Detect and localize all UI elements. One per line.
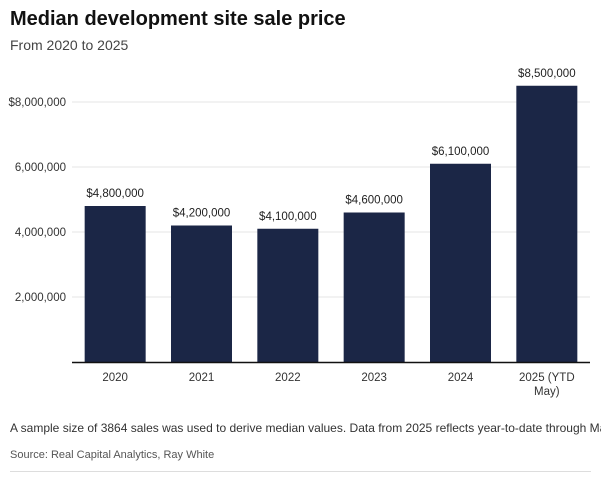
x-tick-label: 2023 <box>361 372 387 384</box>
bar <box>171 225 232 362</box>
bar-value-label: $4,600,000 <box>345 195 403 207</box>
bar <box>257 228 319 362</box>
bar-value-label: $8,500,000 <box>518 68 576 80</box>
x-tick-label: 2025 (YTD May) <box>519 372 575 398</box>
x-tick-label: 2020 <box>102 372 128 384</box>
bars <box>84 85 578 362</box>
bar <box>84 206 146 362</box>
x-tick-label: 2022 <box>275 372 301 384</box>
gridlines <box>72 101 590 298</box>
chart-title: Median development site sale price <box>10 8 346 30</box>
y-tick-label: 4,000,000 <box>15 227 66 239</box>
bar-value-label: $4,100,000 <box>259 211 317 223</box>
bar-value-label: $4,200,000 <box>173 208 231 220</box>
x-axis-ticks: 2020 2021 2022 2023 2024 2025 (YTD May) <box>102 372 574 398</box>
bar-chart: 2,000,000 4,000,000 6,000,000 $8,000,000 $4… <box>8 68 590 398</box>
bar-value-label: $6,100,000 <box>432 146 490 158</box>
x-tick-label: 2021 <box>189 372 215 384</box>
source-credit: Source: Real Capital Analytics, Ray Whit… <box>10 449 215 461</box>
y-tick-label: $8,000,000 <box>8 97 66 109</box>
footer-divider <box>10 471 591 472</box>
chart-subtitle: From 2020 to 2025 <box>10 37 129 53</box>
bar <box>343 212 405 362</box>
bar-value-label: $4,800,000 <box>86 188 144 200</box>
y-tick-label: 2,000,000 <box>15 292 66 304</box>
bar <box>430 163 491 362</box>
bar-value-labels: $4,800,000 $4,200,000 $4,100,000 $4,600,000… <box>86 68 575 223</box>
x-tick-label: 2024 <box>448 372 474 384</box>
footnote: A sample size of 3864 sales was used to … <box>10 421 601 435</box>
y-axis-ticks: 2,000,000 4,000,000 6,000,000 $8,000,000 <box>8 97 66 304</box>
bar <box>516 85 578 362</box>
y-tick-label: 6,000,000 <box>15 162 66 174</box>
